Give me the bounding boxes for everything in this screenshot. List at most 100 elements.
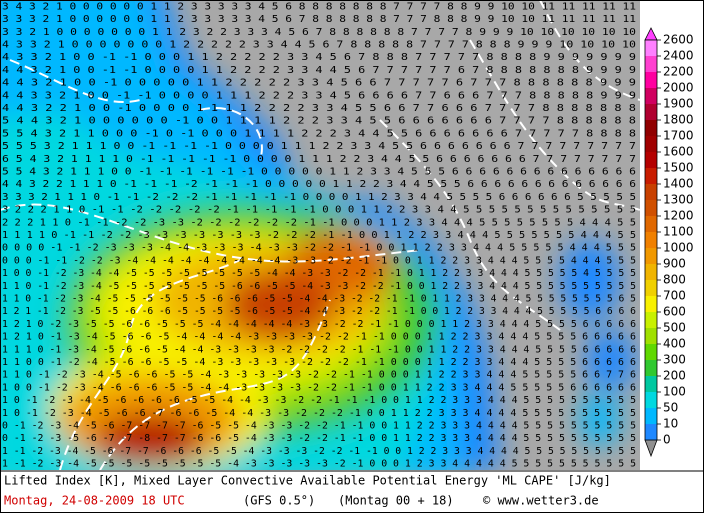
colorbar-label: 1700 <box>663 129 694 143</box>
grid-row: 0 0 0 -1 -1 -2 -2 -3 -4 -4 -4 -4 -4 -4 -… <box>2 255 636 266</box>
colorbar-segment <box>645 88 657 105</box>
grid-row: 1 1 0 -1 -2 -3 -4 -5 -5 -5 -5 -5 -5 -6 -… <box>2 294 636 305</box>
colorbar-segment <box>645 264 657 281</box>
colorbar-label: 2200 <box>663 65 694 79</box>
colorbar-label: 300 <box>663 353 686 367</box>
grid-row: 4 4 3 2 1 0 0 -1 -1 0 0 0 0 1 1 2 2 2 2 … <box>2 65 636 76</box>
colorbar-label: 600 <box>663 305 686 319</box>
colorbar-label: 1400 <box>663 177 694 191</box>
lifted-index-grid: 3 4 3 2 1 0 0 0 0 0 0 1 1 2 3 3 3 3 3 4 … <box>2 1 636 469</box>
colorbar-label: 1300 <box>663 193 694 207</box>
grid-row: 1 2 1 0 -1 -3 -4 -5 -6 -6 -5 -4 -4 -4 -4… <box>2 332 636 343</box>
colorbar-segment <box>645 296 657 313</box>
colorbar-label: 1900 <box>663 97 694 111</box>
colorbar-label: 900 <box>663 257 686 271</box>
grid-row: 1 -1 -2 -3 -4 -5 -6 -7 -7 -6 -6 -6 -5 -5… <box>2 446 636 457</box>
colorbar-segment <box>645 168 657 185</box>
colorbar-segment <box>645 424 657 441</box>
footer-model: (GFS 0.5°) <box>243 494 315 508</box>
colorbar-label: 0 <box>663 433 671 447</box>
colorbar-segment <box>645 344 657 361</box>
grid-row: 4 4 3 2 2 1 1 1 0 -1 -1 -1 -2 -1 -1 -1 0… <box>2 179 636 190</box>
grid-row: 1 -1 -2 -3 -4 -5 -5 -5 -5 -5 -5 -5 -5 -4… <box>2 459 636 470</box>
colorbar-label: 100 <box>663 385 686 399</box>
colorbar-segment <box>645 56 657 73</box>
colorbar-outline <box>644 39 658 441</box>
colorbar-segment <box>645 376 657 393</box>
colorbar-label: 1600 <box>663 145 694 159</box>
colorbar-label: 2600 <box>663 33 694 47</box>
colorbar-segment <box>645 392 657 409</box>
colorbar-label: 500 <box>663 321 686 335</box>
grid-row: 1 1 1 1 0 -1 -1 -2 -2 -3 -3 -3 -3 -3 -3 … <box>2 230 636 241</box>
grid-row: 1 1 0 -1 -2 -3 -4 -5 -6 -6 -5 -5 -4 -3 -… <box>2 370 636 381</box>
grid-row: 3 3 2 1 0 0 0 0 0 0 0 1 1 2 3 2 2 3 3 3 … <box>2 27 636 38</box>
colorbar-segment <box>645 216 657 233</box>
grid-row: 1 0 -1 -2 -3 -4 -5 -6 -6 -6 -6 -5 -5 -4 … <box>2 395 636 406</box>
footer-source: © www.wetter3.de <box>483 494 599 508</box>
colorbar-segment <box>645 328 657 345</box>
grid-row: 1 1 1 0 -1 -3 -4 -5 -6 -6 -5 -4 -4 -3 -3… <box>2 344 636 355</box>
colorbar-segment <box>645 184 657 201</box>
colorbar-label: 800 <box>663 273 686 287</box>
grid-row: 4 4 3 3 2 1 0 0 -1 -1 0 0 0 0 1 1 1 2 2 … <box>2 90 636 101</box>
grid-row: 3 2 2 2 1 1 0 -1 -1 -2 -2 -2 -2 -2 -1 -1… <box>2 205 636 216</box>
grid-row: 1 2 1 0 -2 -3 -5 -5 -6 -6 -5 -5 -5 -4 -4… <box>2 319 636 330</box>
colorbar-label: 1100 <box>663 225 694 239</box>
colorbar-segment <box>645 40 657 57</box>
colorbar-segment <box>645 280 657 297</box>
colorbar-label: 400 <box>663 337 686 351</box>
colorbar-segment <box>645 408 657 425</box>
grid-row: 1 2 1 -1 -2 -3 -5 -5 -6 -6 -6 -5 -5 -5 -… <box>2 306 636 317</box>
colorbar-segment <box>645 104 657 121</box>
grid-row: 1 0 0 -1 -2 -3 -4 -4 -5 -5 -5 -5 -5 -5 -… <box>2 268 636 279</box>
grid-row: 2 2 2 1 1 0 -1 -1 -2 -2 -3 -3 -2 -2 -2 -… <box>2 217 636 228</box>
colorbar-label: 2400 <box>663 49 694 63</box>
colorbar-label: 2000 <box>663 81 694 95</box>
grid-row: 3 4 3 2 1 0 0 0 0 0 0 1 1 2 3 3 3 3 3 4 … <box>2 1 636 12</box>
grid-row: 1 0 -1 -2 -3 -4 -5 -6 -6 -7 -6 -6 -5 -4 … <box>2 408 636 419</box>
colorbar-label: 1800 <box>663 113 694 127</box>
colorbar-segment <box>645 136 657 153</box>
colorbar-segment <box>645 72 657 89</box>
grid-row: 4 4 3 2 2 1 0 0 -1 0 0 0 0 1 1 1 1 2 2 2… <box>2 103 636 114</box>
colorbar: 2600240022002000190018001700160015001400… <box>644 27 694 458</box>
footer-date: Montag, 24-08-2009 18 UTC <box>4 494 185 508</box>
map-area: 3 4 3 2 1 0 0 0 0 0 0 1 1 2 3 3 3 3 3 4 … <box>0 0 640 470</box>
grid-row: 6 5 4 3 2 1 1 1 1 0 -1 -1 -1 -1 -1 0 0 0… <box>2 154 636 165</box>
grid-row: 1 1 0 -1 -2 -3 -4 -5 -5 -5 -5 -5 -5 -5 -… <box>2 281 636 292</box>
colorbar-label: 700 <box>663 289 686 303</box>
contours <box>0 0 640 470</box>
colorbar-label: 1000 <box>663 241 694 255</box>
grid-row: 0 -1 -2 -3 -5 -6 -7 -7 -8 -7 -7 -6 -6 -5… <box>2 433 636 444</box>
grid-row: 5 4 4 3 2 1 0 0 0 0 0 0 -1 0 0 1 1 1 1 2… <box>2 116 636 127</box>
colorbar-segment <box>645 312 657 329</box>
grid-row: 4 3 3 2 1 0 0 0 0 0 0 0 1 2 2 2 2 2 3 3 … <box>2 39 636 50</box>
colorbar-label: 200 <box>663 369 686 383</box>
grid-row: 5 5 4 3 2 1 1 1 0 0 -1 -1 -1 -1 -1 -1 0 … <box>2 166 636 177</box>
grid-row: 1 0 0 -1 -2 -3 -4 -6 -6 -6 -5 -5 -4 -4 -… <box>2 382 636 393</box>
grid-row: 3 3 3 2 1 1 1 0 -1 -1 -2 -2 -2 -1 -1 -1 … <box>2 192 636 203</box>
colorbar-label: 50 <box>663 401 678 415</box>
colorbar-segment <box>645 232 657 249</box>
grid-row: 0 0 0 0 -1 -1 -2 -3 -3 -3 -4 -4 -3 -3 -3… <box>2 243 636 254</box>
colorbar-segment <box>645 120 657 137</box>
grid-row: 5 5 5 3 2 1 1 1 0 0 -1 -1 -1 -1 0 0 0 0 … <box>2 141 636 152</box>
grid-row: 0 -1 -2 -3 -4 -5 -6 -7 -7 -7 -7 -6 -5 -5… <box>2 421 636 432</box>
footer-description: Lifted Index [K], Mixed Layer Convective… <box>4 474 611 488</box>
footer-run: (Montag 00 + 18) <box>338 494 454 508</box>
colorbar-label: 1500 <box>663 161 694 175</box>
grid-row: 4 3 3 2 1 0 0 -1 -1 0 0 0 1 1 2 2 2 2 2 … <box>2 52 636 63</box>
colorbar-label: 1200 <box>663 209 694 223</box>
colorbar-segment <box>645 360 657 377</box>
cape-field <box>0 0 635 470</box>
colorbar-segment <box>645 200 657 217</box>
grid-row: 3 3 3 2 1 0 0 0 0 0 0 1 1 2 3 3 3 3 3 4 … <box>2 14 636 25</box>
colorbar-label: 10 <box>663 417 678 431</box>
colorbar-segment <box>645 152 657 169</box>
colorbar-segment <box>645 248 657 265</box>
grid-row: 5 5 4 3 2 1 1 0 0 0 -1 0 -1 0 0 0 1 1 1 … <box>2 128 636 139</box>
grid-row: 1 1 0 0 -1 -2 -4 -5 -6 -6 -5 -5 -4 -3 -3… <box>2 357 636 368</box>
grid-row: 4 4 3 2 1 0 0 -1 0 0 0 0 0 1 1 2 2 2 2 2… <box>2 78 636 89</box>
